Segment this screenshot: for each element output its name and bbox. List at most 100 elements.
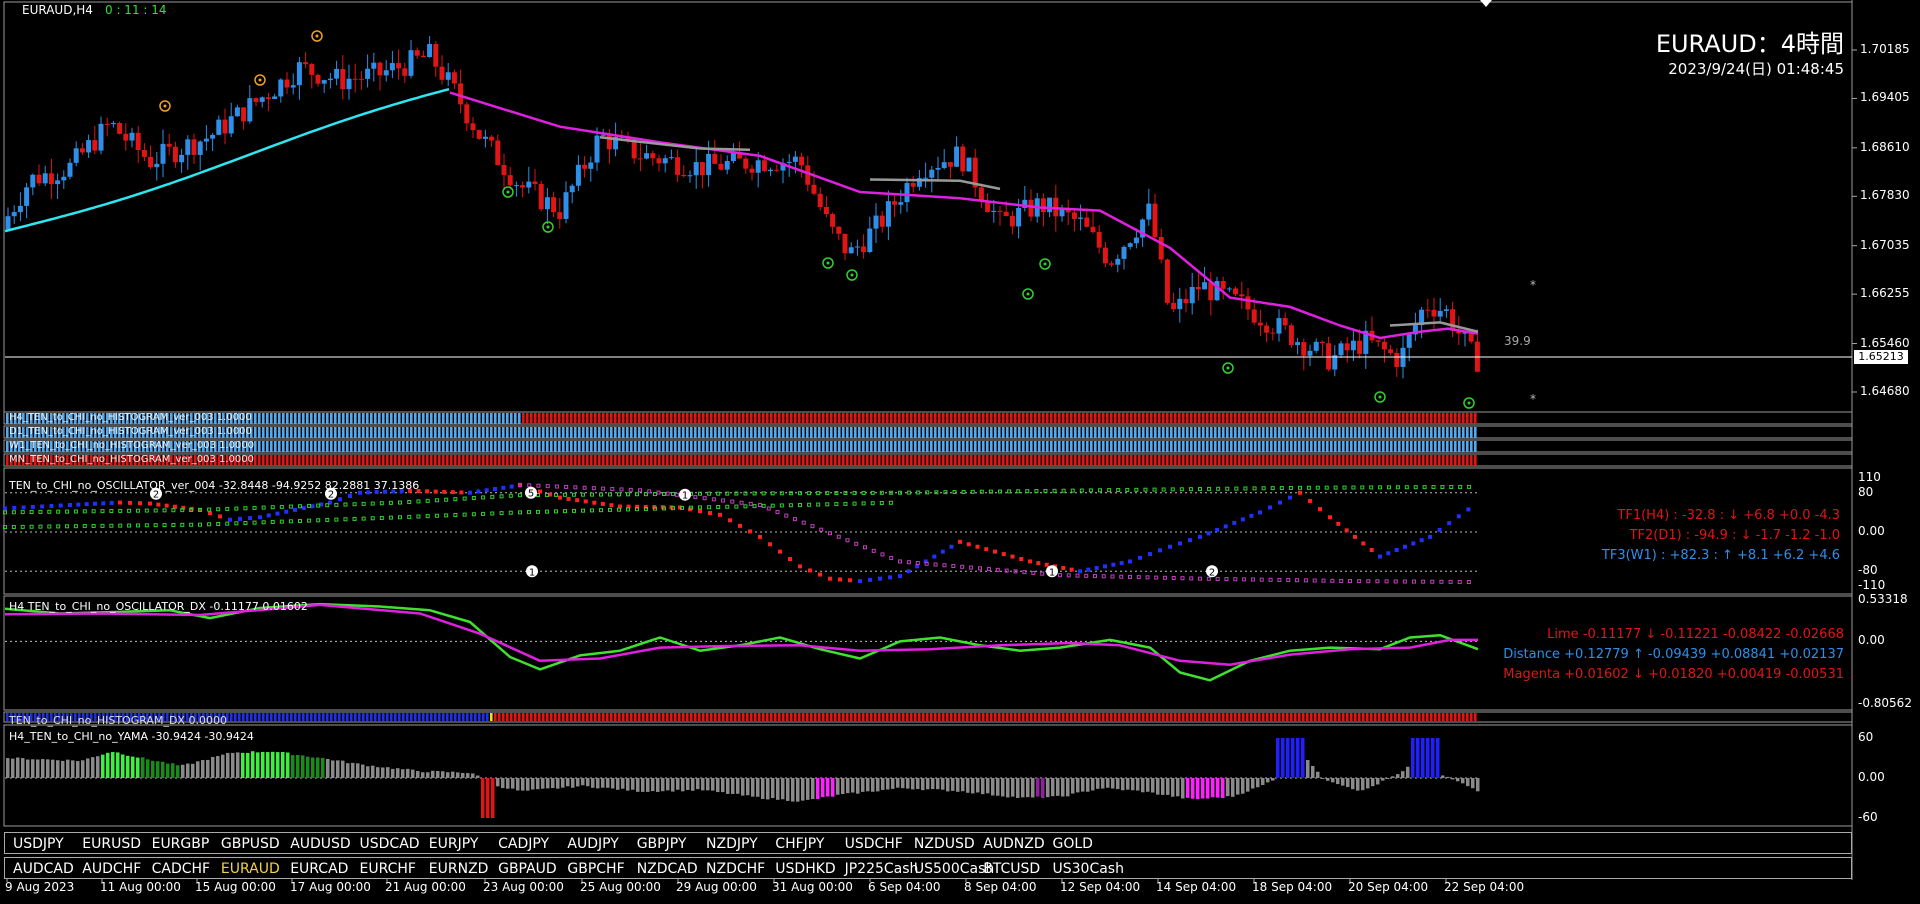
- histogram-bar: [950, 441, 953, 452]
- symbol-button-gbpchf[interactable]: GBPCHF: [567, 861, 625, 877]
- histogram-bar: [702, 427, 705, 438]
- histogram-bar: [1430, 455, 1433, 466]
- symbol-button-nzdusd[interactable]: NZDUSD: [913, 836, 975, 852]
- candle-body: [135, 132, 141, 151]
- symbol-button-eurnzd[interactable]: EURNZD: [428, 861, 489, 877]
- yama-bar: [96, 756, 100, 778]
- histogram-bar: [18, 413, 21, 424]
- symbol-button-audnzd[interactable]: AUDNZD: [983, 836, 1045, 852]
- yama-bar: [21, 758, 25, 778]
- yama-bar: [316, 757, 320, 778]
- histogram-bar: [1266, 427, 1269, 438]
- symbol-button-nzdjpy[interactable]: NZDJPY: [706, 836, 758, 852]
- symbol-button-gbpusd[interactable]: GBPUSD: [220, 836, 280, 852]
- histogram-bar: [834, 455, 837, 466]
- symbol-button-eurusd[interactable]: EURUSD: [82, 836, 142, 852]
- histogram-dx-bar: [486, 713, 489, 721]
- oscillator-point: [416, 489, 421, 494]
- histogram-bar: [1306, 413, 1309, 424]
- symbol-button-usdhkd[interactable]: USDHKD: [775, 861, 836, 877]
- oscillator-point: [493, 487, 497, 492]
- oscillator-point: [868, 577, 872, 582]
- oscillator-point: [65, 524, 70, 529]
- symbol-button-nzdchf[interactable]: NZDCHF: [706, 861, 766, 877]
- candle-body: [340, 68, 346, 90]
- histogram-bar: [1062, 413, 1065, 424]
- symbol-button-jp225cash[interactable]: JP225Cash: [844, 861, 919, 877]
- histogram-dx-bar: [434, 713, 437, 721]
- yama-bar: [1151, 778, 1155, 793]
- histogram-bar: [1050, 413, 1053, 424]
- histogram-bar: [46, 455, 49, 466]
- oscillator-point: [834, 502, 839, 507]
- symbol-button-chfjpy[interactable]: CHFJPY: [775, 836, 825, 852]
- symbol-button-nzdcad[interactable]: NZDCAD: [636, 861, 698, 877]
- symbol-button-audcad[interactable]: AUDCAD: [13, 861, 74, 877]
- candle-body: [303, 62, 309, 65]
- symbol-button-btcusd[interactable]: BTCUSD: [983, 861, 1041, 877]
- histogram-bar: [226, 455, 229, 466]
- symbol-button-eurchf[interactable]: EURCHF: [359, 861, 416, 877]
- histogram-bar: [718, 441, 721, 452]
- histogram-bar: [886, 455, 889, 466]
- symbol-button-eurcad[interactable]: EURCAD: [290, 861, 349, 877]
- histogram-dx-bar: [562, 713, 565, 721]
- histogram-bar: [578, 455, 581, 466]
- symbol-button-audchf[interactable]: AUDCHF: [82, 861, 142, 877]
- candle-body: [389, 63, 395, 71]
- yama-bar: [1126, 778, 1130, 790]
- oscillator-point: [1369, 485, 1374, 490]
- symbol-button-cadjpy[interactable]: CADJPY: [498, 836, 550, 852]
- histogram-dx-bar: [518, 713, 521, 721]
- symbol-button-usdjpy[interactable]: USDJPY: [13, 836, 64, 852]
- histogram-bar: [114, 455, 117, 466]
- symbol-button-gbpjpy[interactable]: GBPJPY: [636, 836, 687, 852]
- yama-bar: [256, 752, 260, 778]
- candle-body: [179, 154, 185, 163]
- histogram-bar: [1306, 441, 1309, 452]
- histogram-bar: [470, 413, 473, 424]
- symbol-button-audjpy[interactable]: AUDJPY: [567, 836, 619, 852]
- histogram-bar: [106, 413, 109, 424]
- symbol-button-gold[interactable]: GOLD: [1052, 836, 1093, 852]
- symbol-button-euraud[interactable]: EURAUD: [220, 861, 280, 877]
- oscillator-point: [1312, 578, 1317, 583]
- histogram-bar: [530, 413, 533, 424]
- histogram-bar: [182, 427, 185, 438]
- histogram-bar: [1402, 427, 1405, 438]
- symbol-button-eurgbp[interactable]: EURGBP: [151, 836, 210, 852]
- symbol-button-usdchf[interactable]: USDCHF: [844, 836, 903, 852]
- histogram-bar: [1338, 455, 1341, 466]
- histogram-dx-bar: [1094, 713, 1097, 721]
- histogram-bar: [942, 441, 945, 452]
- histogram-dx-bar: [326, 713, 329, 721]
- symbol-button-usdcad[interactable]: USDCAD: [359, 836, 420, 852]
- candle-body: [1214, 281, 1220, 301]
- histogram-dx-bar: [266, 713, 269, 721]
- symbol-button-cadchf[interactable]: CADCHF: [151, 861, 211, 877]
- symbol-button-eurjpy[interactable]: EURJPY: [428, 836, 479, 852]
- chart-shift-marker-icon[interactable]: [1480, 0, 1492, 7]
- histogram-bar: [1030, 441, 1033, 452]
- histogram-dx-bar: [954, 713, 957, 721]
- symbol-button-gbpaud[interactable]: GBPAUD: [498, 861, 557, 877]
- histogram-dx-bar: [46, 713, 49, 721]
- histogram-bar: [1314, 413, 1317, 424]
- distance-readout: Distance +0.12779 ↑ -0.09439 +0.08841 +0…: [1503, 647, 1844, 662]
- histogram-bar: [586, 427, 589, 438]
- symbol-button-us30cash[interactable]: US30Cash: [1052, 861, 1124, 877]
- oscillator-point: [1198, 487, 1202, 492]
- histogram-dx-bar: [430, 713, 433, 721]
- histogram-bar: [1422, 441, 1425, 452]
- histogram-dx-bar: [538, 713, 541, 721]
- yama-bar: [1411, 738, 1415, 778]
- histogram-bar: [1346, 413, 1349, 424]
- histogram-bar: [478, 413, 481, 424]
- histogram-bar: [1018, 413, 1021, 424]
- symbol-button-us500cash[interactable]: US500Cash: [913, 861, 995, 877]
- oscillator-point: [148, 501, 152, 506]
- histogram-bar: [1330, 441, 1333, 452]
- yama-bar: [576, 778, 580, 787]
- symbol-button-audusd[interactable]: AUDUSD: [290, 836, 351, 852]
